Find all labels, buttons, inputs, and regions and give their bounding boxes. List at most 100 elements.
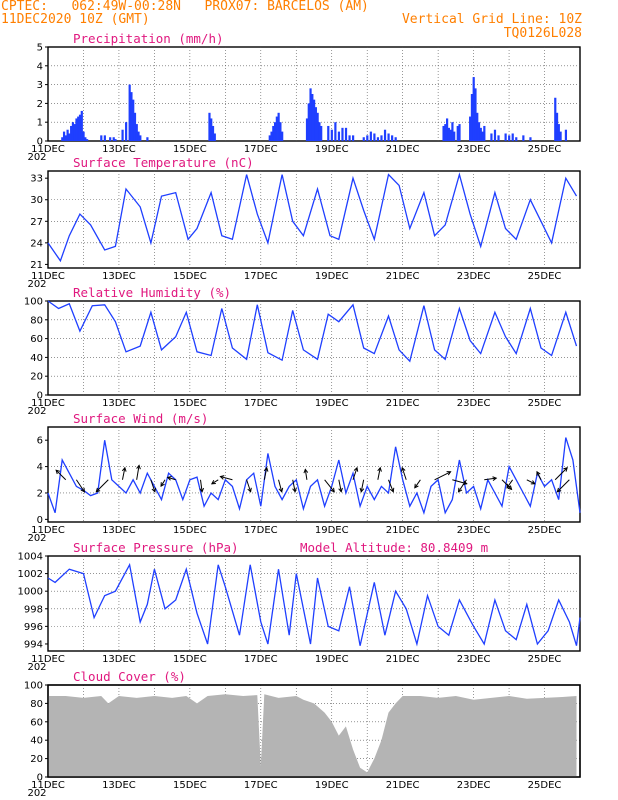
precip-bar bbox=[564, 129, 568, 141]
cloud-cover-area bbox=[48, 694, 577, 777]
x-year-fragment: 202 bbox=[27, 788, 46, 799]
x-tick-label: 17DEC bbox=[244, 654, 278, 665]
x-tick-label: 25DEC bbox=[528, 780, 562, 791]
wind-arrow-shaft bbox=[458, 479, 467, 493]
y-tick-label: 998 bbox=[24, 604, 43, 615]
wind-arrow bbox=[121, 466, 127, 480]
y-tick-label: 40 bbox=[30, 736, 43, 747]
precip-bar bbox=[554, 97, 557, 141]
precip-bar bbox=[337, 131, 341, 141]
wind-arrow bbox=[246, 479, 252, 493]
y-tick-label: 996 bbox=[24, 622, 43, 633]
wind-arrow bbox=[501, 479, 513, 491]
precip-bar bbox=[490, 133, 493, 141]
wind-arrow bbox=[506, 479, 514, 489]
header-line2: 11DEC2020 10Z (GMT) bbox=[1, 12, 150, 27]
wind-arrow bbox=[338, 479, 343, 493]
precip-bar bbox=[383, 129, 387, 141]
wind-arrow-shaft bbox=[160, 479, 166, 487]
precip-bar bbox=[139, 135, 142, 141]
chart-header: CPTEC: 062:49W-00:28N PROX07: BARCELOS (… bbox=[0, 0, 618, 46]
precip-bar bbox=[504, 133, 507, 141]
precip-bar bbox=[453, 131, 456, 141]
y-tick-label: 4 bbox=[37, 61, 43, 72]
precip-bar bbox=[344, 127, 348, 141]
wind-arrow-head bbox=[55, 469, 61, 475]
x-tick-label: 25DEC bbox=[528, 525, 562, 536]
precip-bar bbox=[281, 131, 284, 141]
x-tick-label: 11DEC bbox=[31, 525, 65, 536]
panel-title: Surface Pressure (hPa) bbox=[73, 540, 239, 555]
precip-bar bbox=[305, 118, 309, 141]
wind-arrow-head bbox=[536, 470, 541, 476]
wind-arrow bbox=[526, 479, 536, 485]
precip-bar bbox=[481, 131, 484, 141]
precip-bar bbox=[456, 125, 459, 141]
precip-bar bbox=[557, 124, 560, 141]
precip-bar bbox=[114, 139, 117, 141]
plot-frame bbox=[47, 300, 581, 396]
wind-arrow-shaft bbox=[377, 467, 381, 480]
precip-bar bbox=[444, 124, 447, 141]
y-tick-label: 60 bbox=[30, 717, 43, 728]
panel-title: Surface Wind (m/s) bbox=[73, 411, 208, 426]
wind-arrow-head bbox=[95, 487, 101, 493]
wind-arrow-head bbox=[330, 487, 335, 493]
precip-bar bbox=[469, 116, 472, 141]
precip-bar bbox=[66, 129, 69, 141]
precip-bar bbox=[270, 131, 273, 141]
plot-frame bbox=[47, 170, 581, 269]
precip-bar bbox=[84, 137, 87, 141]
x-tick-label: 25DEC bbox=[528, 271, 562, 282]
precip-bar bbox=[316, 112, 319, 141]
precip-bar bbox=[470, 94, 474, 141]
x-tick-label: 21DEC bbox=[386, 525, 420, 536]
y-tick-label: 33 bbox=[30, 174, 43, 185]
precip-bar bbox=[210, 118, 213, 141]
precip-bar bbox=[109, 137, 112, 141]
wind-arrow bbox=[484, 476, 498, 481]
x-tick-label: 15DEC bbox=[173, 654, 207, 665]
wind-arrow-shaft bbox=[220, 476, 233, 481]
wind-arrow-shaft bbox=[388, 479, 394, 492]
wind-arrow-head bbox=[530, 480, 536, 485]
precip-bar bbox=[68, 133, 71, 141]
y-tick-label: 0 bbox=[37, 773, 43, 784]
panel-5: 0 20 40 60 80 100 11DEC 13DEC 15DEC 17DEC 19DEC 21D… bbox=[24, 669, 581, 799]
wind-arrow bbox=[434, 471, 452, 481]
wind-arrow bbox=[55, 469, 67, 481]
wind-arrow-shaft bbox=[484, 477, 497, 481]
x-tick-label: 19DEC bbox=[315, 525, 349, 536]
panel-title: Surface Temperature (nC) bbox=[73, 155, 254, 170]
x-tick-label: 25DEC bbox=[528, 654, 562, 665]
wind-arrow bbox=[263, 466, 269, 480]
precip-bar bbox=[508, 135, 511, 141]
wind-arrow-shaft bbox=[167, 476, 176, 481]
precip-bar bbox=[71, 122, 75, 141]
y-tick-label: 60 bbox=[30, 334, 43, 345]
wind-arrow-head bbox=[210, 480, 216, 485]
precip-bar bbox=[62, 131, 66, 141]
wind-arrow-shaft bbox=[136, 465, 140, 480]
wind-arrow bbox=[95, 479, 109, 493]
series-line bbox=[47, 437, 581, 515]
precip-bar bbox=[446, 118, 449, 141]
wind-arrow bbox=[199, 479, 205, 493]
x-tick-label: 21DEC bbox=[386, 271, 420, 282]
precip-bar bbox=[366, 135, 369, 141]
precip-bar bbox=[327, 125, 330, 141]
y-tick-label: 0 bbox=[37, 137, 43, 148]
precip-bar bbox=[128, 84, 131, 141]
precip-bar bbox=[307, 103, 310, 141]
wind-arrow-head bbox=[446, 471, 452, 476]
precip-bar bbox=[387, 133, 390, 141]
precip-bar bbox=[515, 137, 518, 141]
precip-bar bbox=[373, 133, 376, 141]
wind-arrow-head bbox=[507, 485, 513, 491]
precip-bar bbox=[474, 88, 477, 141]
wind-arrow-head bbox=[556, 487, 562, 493]
x-tick-label: 23DEC bbox=[457, 780, 491, 791]
precip-bar bbox=[70, 125, 73, 141]
precip-bar bbox=[334, 122, 337, 141]
precip-bar bbox=[268, 135, 271, 141]
